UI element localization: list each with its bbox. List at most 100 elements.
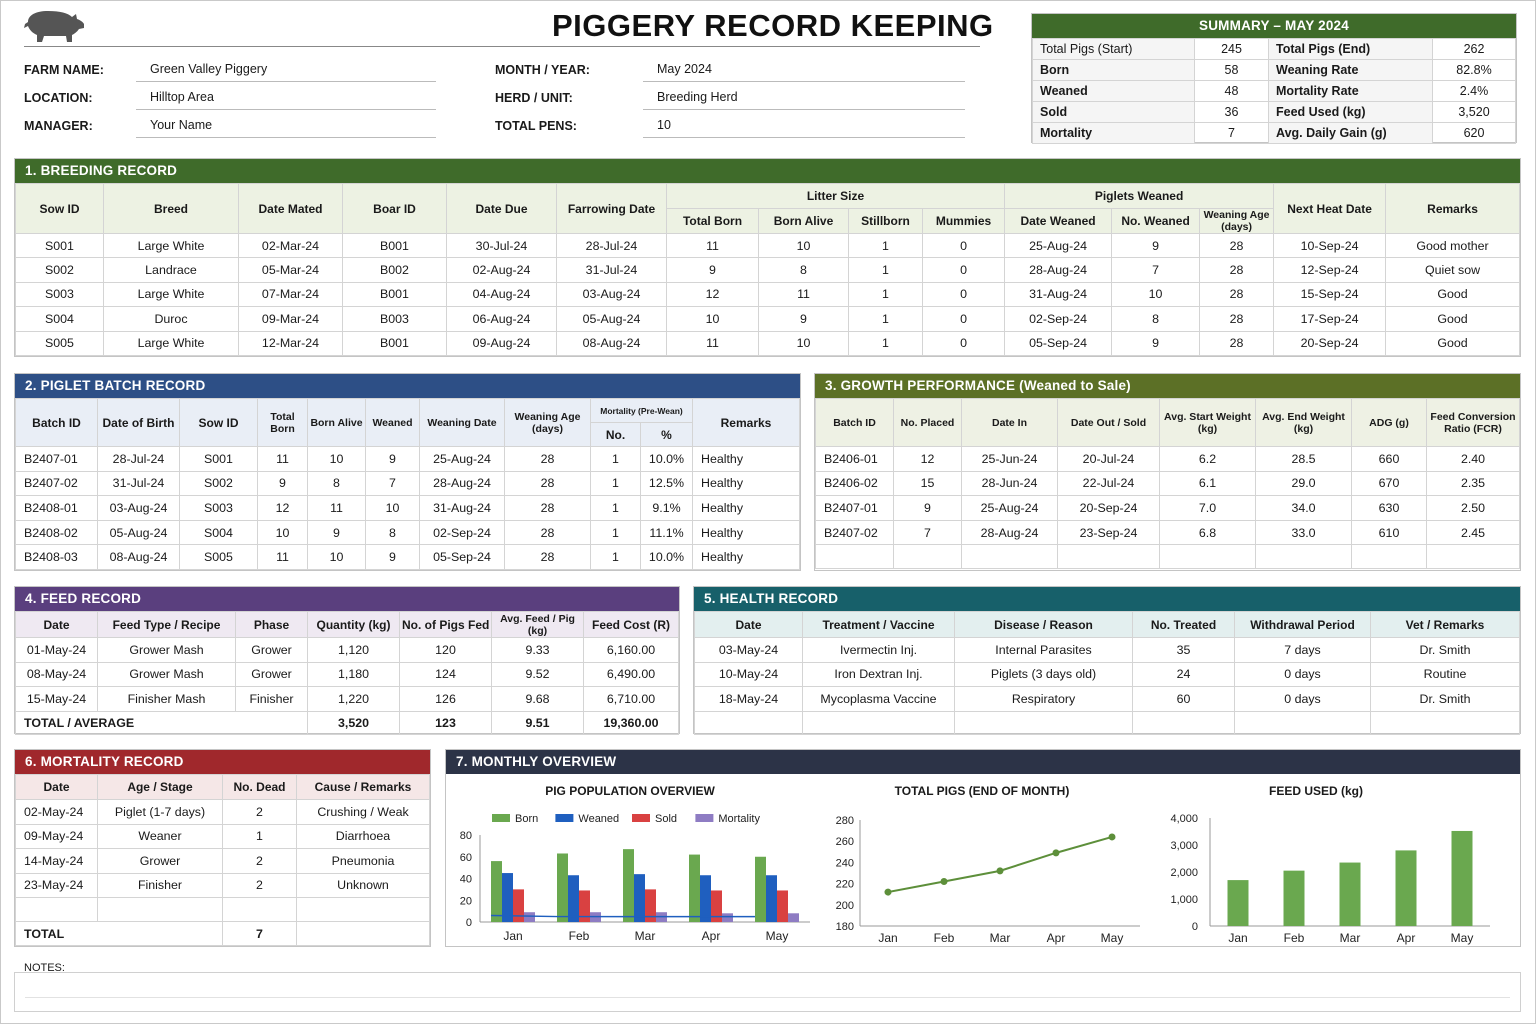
table-cell[interactable]: 7 <box>893 519 962 546</box>
table-cell[interactable]: 03-Aug-24 <box>97 495 180 521</box>
table-cell[interactable]: 1 <box>848 232 923 259</box>
table-cell[interactable]: 8 <box>1111 306 1201 332</box>
table-cell[interactable]: S001 <box>179 446 258 472</box>
table-cell[interactable]: 630 <box>1351 495 1427 521</box>
table-cell[interactable]: 11 <box>666 330 759 356</box>
table-cell[interactable]: 34.0 <box>1255 495 1352 521</box>
table-cell[interactable]: 09-Mar-24 <box>238 306 343 332</box>
table-cell[interactable]: B2407-02 <box>15 470 98 497</box>
empty-cell[interactable] <box>961 544 1058 570</box>
table-cell[interactable]: B2408-03 <box>15 544 98 570</box>
table-cell[interactable]: 2 <box>222 799 297 825</box>
table-cell[interactable]: 25-Aug-24 <box>961 495 1058 521</box>
table-cell[interactable]: Duroc <box>103 306 239 332</box>
table-cell[interactable]: 10-May-24 <box>694 661 803 687</box>
herd-unit-value[interactable]: Breeding Herd <box>643 88 965 110</box>
table-cell[interactable]: 28-Aug-24 <box>419 470 505 497</box>
table-cell[interactable]: S005 <box>15 330 104 356</box>
table-cell[interactable]: 28-Jul-24 <box>556 232 667 259</box>
table-cell[interactable]: 10 <box>758 232 849 259</box>
table-cell[interactable]: 07-Mar-24 <box>238 281 343 308</box>
table-cell[interactable]: 02-Sep-24 <box>1004 306 1113 332</box>
table-cell[interactable]: 10 <box>307 544 366 570</box>
table-cell[interactable]: 6,710.00 <box>583 686 679 712</box>
table-cell[interactable]: 10 <box>1111 281 1201 308</box>
table-cell[interactable]: 8 <box>365 519 420 546</box>
table-cell[interactable]: 126 <box>399 686 492 712</box>
table-cell[interactable]: 05-Aug-24 <box>97 519 180 546</box>
table-cell[interactable]: 15 <box>893 470 962 497</box>
table-cell[interactable]: 28 <box>1199 306 1275 332</box>
table-cell[interactable]: 1,120 <box>307 637 400 663</box>
table-cell[interactable]: 9 <box>893 495 962 521</box>
table-cell[interactable]: B001 <box>342 281 447 308</box>
table-cell[interactable]: 6,160.00 <box>583 637 679 663</box>
table-cell[interactable]: 1 <box>848 330 923 356</box>
table-cell[interactable]: 10.0% <box>640 544 693 570</box>
table-cell[interactable]: Large White <box>103 232 239 259</box>
table-cell[interactable]: 28 <box>1199 232 1275 259</box>
table-cell[interactable]: Finisher <box>97 872 223 898</box>
table-cell[interactable]: Healthy <box>692 495 800 521</box>
table-cell[interactable]: B2407-01 <box>815 495 894 521</box>
table-cell[interactable]: Grower Mash <box>97 661 236 687</box>
table-cell[interactable]: 24 <box>1132 661 1235 687</box>
table-cell[interactable]: B2407-01 <box>15 446 98 472</box>
table-cell[interactable]: 7 <box>1111 257 1201 283</box>
table-cell[interactable]: 28 <box>504 544 591 570</box>
table-cell[interactable]: 0 <box>921 306 1006 332</box>
table-cell[interactable]: 28 <box>1199 281 1275 308</box>
table-cell[interactable]: 2.40 <box>1426 446 1520 472</box>
table-cell[interactable]: S003 <box>179 495 258 521</box>
table-cell[interactable]: 15-May-24 <box>15 686 98 712</box>
table-cell[interactable]: Weaner <box>97 823 223 849</box>
table-cell[interactable]: 9 <box>1111 330 1201 356</box>
table-cell[interactable]: 28 <box>504 495 591 521</box>
table-cell[interactable]: 9 <box>758 306 849 332</box>
table-cell[interactable]: 60 <box>1132 686 1235 712</box>
table-cell[interactable]: 25-Aug-24 <box>419 446 505 472</box>
empty-cell[interactable] <box>1426 544 1520 570</box>
table-cell[interactable]: 2.45 <box>1426 519 1520 546</box>
table-cell[interactable]: 10-Sep-24 <box>1273 232 1387 259</box>
table-cell[interactable]: 7.0 <box>1159 495 1256 521</box>
table-cell[interactable]: 9 <box>666 257 759 283</box>
table-cell[interactable]: 10 <box>307 446 366 472</box>
table-cell[interactable]: 22-Jul-24 <box>1057 470 1160 497</box>
table-cell[interactable]: 660 <box>1351 446 1427 472</box>
table-cell[interactable]: 6.1 <box>1159 470 1256 497</box>
table-cell[interactable]: 12 <box>257 495 308 521</box>
table-cell[interactable]: S001 <box>15 232 104 259</box>
table-cell[interactable]: Routine <box>1370 661 1520 687</box>
table-cell[interactable]: Healthy <box>692 519 800 546</box>
table-cell[interactable]: Healthy <box>692 446 800 472</box>
table-cell[interactable]: Iron Dextran Inj. <box>802 661 955 687</box>
table-cell[interactable]: Diarrhoea <box>296 823 430 849</box>
total-pens-value[interactable]: 10 <box>643 116 965 138</box>
table-cell[interactable]: 1 <box>590 446 641 472</box>
table-cell[interactable]: Pneumonia <box>296 848 430 874</box>
table-cell[interactable]: 12-Sep-24 <box>1273 257 1387 283</box>
table-cell[interactable]: Grower <box>97 848 223 874</box>
table-cell[interactable]: Piglets (3 days old) <box>954 661 1133 687</box>
table-cell[interactable]: 30-Jul-24 <box>446 232 557 259</box>
empty-cell[interactable] <box>1132 710 1235 735</box>
table-cell[interactable]: 03-May-24 <box>694 637 803 663</box>
table-cell[interactable]: 12 <box>666 281 759 308</box>
empty-cell[interactable] <box>1255 544 1352 570</box>
table-cell[interactable]: 12.5% <box>640 470 693 497</box>
empty-cell[interactable] <box>296 921 430 946</box>
table-cell[interactable]: Crushing / Weak <box>296 799 430 825</box>
empty-cell[interactable] <box>15 897 98 922</box>
table-cell[interactable]: S005 <box>179 544 258 570</box>
table-cell[interactable]: B001 <box>342 232 447 259</box>
table-cell[interactable]: 23-Sep-24 <box>1057 519 1160 546</box>
table-cell[interactable]: 9 <box>257 470 308 497</box>
table-cell[interactable]: 20-Jul-24 <box>1057 446 1160 472</box>
table-cell[interactable]: S004 <box>179 519 258 546</box>
month-year-value[interactable]: May 2024 <box>643 60 965 82</box>
table-cell[interactable]: 10 <box>666 306 759 332</box>
table-cell[interactable]: Dr. Smith <box>1370 637 1520 663</box>
table-cell[interactable]: 6.8 <box>1159 519 1256 546</box>
table-cell[interactable]: 33.0 <box>1255 519 1352 546</box>
